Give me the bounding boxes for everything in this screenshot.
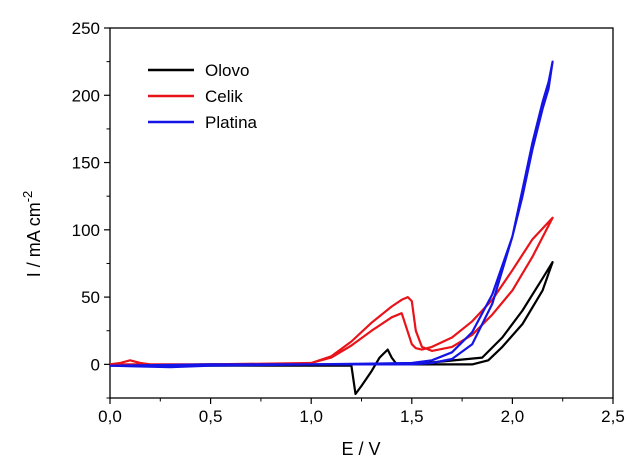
x-tick-label: 2,0: [501, 407, 525, 426]
x-axis-ticks: 0,0 0,5 1,0 1,5 2,0 2,5: [98, 398, 625, 426]
legend-label: Olovo: [205, 61, 249, 80]
x-tick-label: 0,5: [199, 407, 223, 426]
x-tick-label: 1,0: [299, 407, 323, 426]
y-axis-label: I / mA cm-2: [20, 191, 44, 278]
series-line-platina: [109, 60, 554, 369]
y-axis-label-main: I / mA cm: [24, 202, 44, 277]
y-axis-ticks: 0 50 100 150 200 250: [72, 19, 110, 399]
y-tick-label: 50: [81, 288, 100, 307]
y-tick-label: 250: [72, 19, 100, 38]
series-line-celik: [109, 216, 554, 366]
x-tick-label: 0,0: [98, 407, 122, 426]
x-axis-label: E / V: [341, 439, 380, 459]
legend-label: Platina: [205, 113, 258, 132]
y-tick-label: 200: [72, 86, 100, 105]
x-tick-label: 1,5: [400, 407, 424, 426]
plot-frame: [109, 27, 614, 399]
legend-label: Celik: [205, 87, 243, 106]
legend: Olovo Celik Platina: [148, 61, 258, 132]
series-layer: [109, 60, 554, 396]
series-line-olovo: [109, 261, 554, 396]
x-tick-label: 2,5: [601, 407, 625, 426]
y-tick-label: 150: [72, 154, 100, 173]
y-tick-label: 100: [72, 221, 100, 240]
y-tick-label: 0: [91, 355, 100, 374]
y-axis-label-superscript: -2: [20, 191, 35, 203]
